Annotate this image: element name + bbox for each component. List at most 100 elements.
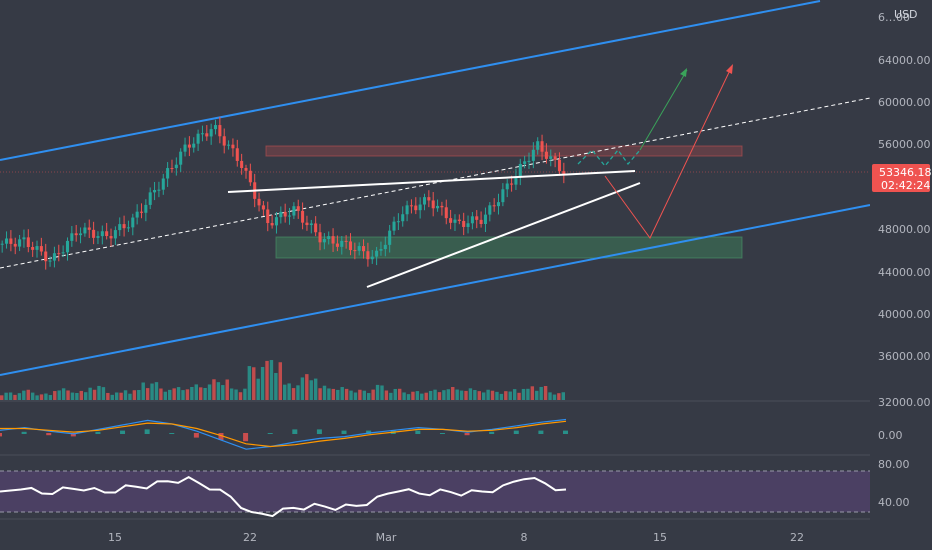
macd-histogram-bar [341, 430, 347, 434]
time-tick: 15 [653, 531, 667, 544]
candle-body [113, 230, 117, 239]
channel-lower-line[interactable] [0, 204, 871, 376]
macd-histogram-bar [46, 433, 52, 436]
time-axis[interactable] [0, 520, 932, 550]
candle-body [44, 251, 48, 262]
volume-bar [336, 389, 340, 400]
candle-body [135, 211, 139, 218]
volume-bar [411, 391, 415, 400]
candle-body [35, 246, 39, 250]
candle-body [0, 243, 4, 245]
rsi-line [0, 476, 567, 518]
candle-body [248, 170, 252, 183]
price-tick: 56000.00 [878, 138, 931, 151]
candle-body [466, 223, 470, 227]
volume-bar [362, 390, 367, 400]
candle-body [296, 206, 300, 211]
price-axis[interactable] [870, 0, 932, 550]
channel-midline[interactable] [0, 97, 871, 269]
candle-body [457, 219, 461, 221]
candle-body [357, 246, 361, 251]
price-tick: 64000.00 [878, 54, 931, 67]
volume-bar [318, 388, 322, 400]
candle-body [96, 236, 100, 238]
candle-body [279, 211, 283, 218]
macd-tick: 0.00 [878, 429, 903, 442]
candle-body [366, 251, 370, 260]
candle-body [139, 211, 144, 213]
candle-body [222, 136, 226, 146]
volume-bar [375, 384, 380, 400]
candle-body [353, 250, 357, 252]
volume-bar [101, 387, 106, 400]
volume-bar [35, 395, 39, 400]
candle-body [436, 205, 440, 209]
candle-body [383, 244, 387, 250]
volume-bar [451, 387, 455, 400]
candle-body [52, 253, 56, 261]
volume-bar [260, 366, 265, 400]
macd-histogram-bar [489, 431, 495, 434]
volume-bar [247, 366, 252, 400]
candlestick-series [0, 116, 566, 270]
macd-histogram-bar [439, 433, 445, 434]
candle-body [523, 161, 527, 164]
candle-body [335, 243, 339, 247]
volume-bar [367, 393, 371, 400]
macd-signal-line [0, 420, 567, 448]
price-tick: 44000.00 [878, 266, 931, 279]
candle-body [39, 246, 43, 252]
last-price-label: 53346.18 [879, 166, 932, 179]
triangle-upper-line[interactable] [227, 170, 636, 193]
volume-bar [340, 387, 344, 400]
candle-body [87, 227, 91, 230]
macd-histogram-bar [366, 430, 372, 434]
volume-bar [415, 391, 420, 400]
candle-body [257, 198, 261, 206]
candle-body [105, 231, 109, 237]
candle-body [170, 168, 174, 170]
candle-body [318, 232, 322, 243]
volume-bar [110, 394, 114, 400]
channel-upper-line[interactable] [0, 0, 821, 161]
volume-bar [123, 390, 128, 400]
volume-bar [428, 390, 433, 400]
candle-body [9, 238, 13, 244]
triangle-lower-line[interactable] [366, 182, 641, 288]
volume-bar [287, 383, 291, 400]
candle-body [331, 236, 335, 244]
candle-body [174, 164, 178, 169]
time-tick: 15 [108, 531, 122, 544]
volume-bar [473, 390, 477, 400]
volume-bar [300, 377, 305, 400]
volume-bar [150, 383, 154, 400]
candle-body [540, 141, 544, 152]
macd-histogram-bar [292, 429, 298, 434]
price-tick: 32000.00 [878, 396, 931, 409]
candle-body [396, 221, 400, 223]
volume-bar [389, 392, 393, 400]
candle-body [327, 236, 331, 240]
candle-body [479, 219, 483, 225]
candle-body [553, 156, 557, 160]
candle-body [126, 227, 130, 229]
candle-body [274, 217, 278, 226]
resistance-zone [265, 145, 743, 157]
volume-bar [331, 388, 336, 400]
candle-body [288, 215, 292, 217]
volume-bar [190, 387, 194, 400]
volume-bar [521, 388, 526, 400]
volume-bar [39, 394, 44, 400]
volume-bar [504, 391, 508, 400]
price-tick: 40000.00 [878, 308, 931, 321]
candle-body [122, 224, 126, 229]
last-price-badge [872, 164, 930, 192]
candle-body [549, 156, 553, 159]
volume-bar [84, 392, 88, 400]
volume-bar [128, 393, 132, 400]
volume-bar [490, 390, 495, 400]
volume-bar [269, 360, 274, 400]
volume-bars [0, 360, 565, 400]
candle-body [183, 144, 187, 152]
